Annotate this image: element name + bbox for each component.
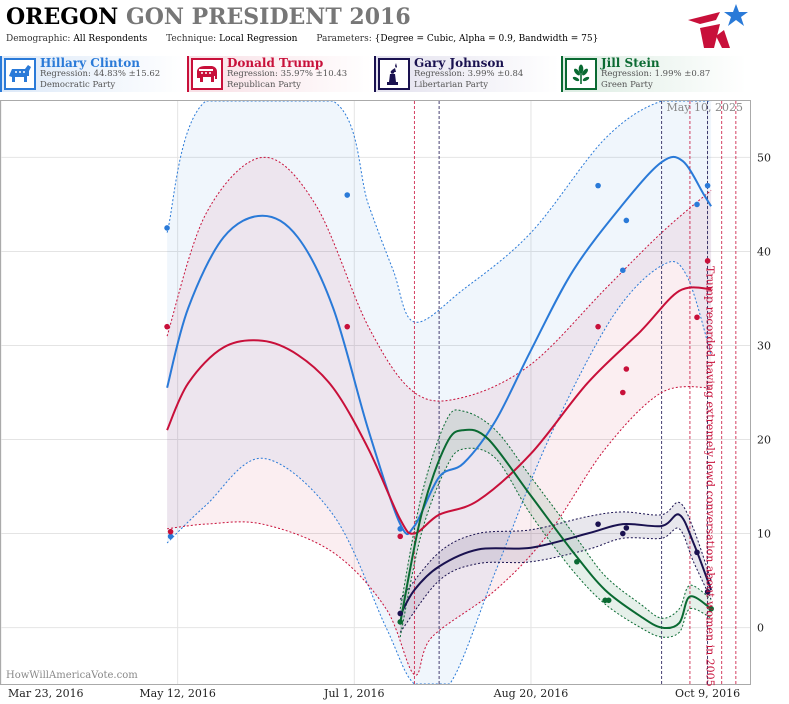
poll-point: [574, 558, 580, 565]
y-tick-label: 20: [757, 434, 771, 447]
watermark: HowWillAmericaVote.com: [6, 670, 138, 681]
poll-point: [397, 619, 404, 625]
page-title: OREGON GON PRESIDENT 2016: [6, 4, 411, 30]
band-bounds: [166, 100, 712, 685]
x-tick-label: Oct 9, 2016: [675, 687, 740, 700]
candidate-party: Republican Party: [227, 80, 301, 90]
candidate-party: Libertarian Party: [414, 80, 489, 90]
poll-point: [595, 182, 601, 189]
poll-point: [623, 217, 630, 224]
poll-point: [704, 589, 711, 595]
poll-point: [694, 201, 700, 208]
regression-curve: [166, 286, 712, 535]
poll-point: [397, 526, 404, 532]
poll-points: [164, 182, 714, 625]
poll-point: [694, 549, 700, 556]
poll-point: [623, 366, 630, 372]
candidate-party: Democratic Party: [40, 80, 116, 90]
poll-point: [694, 314, 700, 321]
poll-point: [605, 597, 612, 604]
regression-curves: [166, 155, 713, 630]
state-name: OREGON: [6, 4, 119, 30]
poll-point: [164, 323, 170, 330]
parameters-bar: Demographic: All Respondents Technique: …: [6, 34, 614, 44]
y-tick-label: 30: [757, 339, 771, 352]
candidate-regression: Regression: 3.99% ±0.84: [414, 69, 524, 79]
poll-point: [344, 323, 351, 330]
y-tick-label: 0: [757, 622, 764, 635]
candidate-name: Donald Trump: [227, 56, 324, 70]
technique-value: Local Regression: [219, 34, 298, 44]
poll-point: [397, 533, 404, 540]
race-name: GON PRESIDENT 2016: [125, 4, 411, 30]
poll-point: [164, 225, 170, 231]
demographic-label: Demographic:: [6, 34, 71, 44]
legend-hillary-clinton[interactable]: Hillary Clinton Regression: 44.83% ±15.6…: [0, 56, 185, 92]
parameters-value: {Degree = Cubic, Alpha = 0.9, Bandwidth …: [374, 34, 599, 44]
poll-point: [704, 258, 711, 264]
x-tick-label: Mar 23, 2016: [8, 687, 84, 700]
poll-point: [708, 605, 714, 612]
y-tick-label: 50: [757, 151, 771, 164]
band-lower-bound: [399, 527, 712, 633]
poll-point: [704, 182, 711, 189]
brand-star-logo: [688, 4, 748, 48]
poll-point: [620, 267, 626, 274]
candidate-name: Jill Stein: [601, 56, 660, 70]
technique-label: Technique:: [166, 34, 217, 44]
poll-point: [397, 610, 404, 617]
poll-point: [595, 521, 601, 527]
candidate-regression: Regression: 1.99% ±0.87: [601, 69, 711, 79]
y-tick-label: 40: [757, 245, 771, 258]
band-upper-bound: [399, 501, 712, 600]
regression-curve: [399, 513, 713, 616]
x-axis-ticks: Mar 23, 2016 May 12, 2016 Jul 1, 2016 Aug 2…: [8, 687, 740, 700]
confidence-band: [400, 502, 712, 633]
flower-icon: [565, 58, 597, 90]
donkey-icon: [4, 58, 36, 90]
y-axis-ticks: 0 10 20 30 40 50: [757, 151, 771, 634]
poll-point: [595, 323, 601, 330]
candidate-name: Hillary Clinton: [40, 56, 140, 70]
elephant-icon: [191, 58, 223, 90]
candidate-name: Gary Johnson: [414, 56, 505, 70]
poll-point: [623, 525, 630, 531]
liberty-statue-icon: [378, 58, 410, 90]
x-tick-label: May 12, 2016: [139, 687, 216, 700]
band-upper-bound: [399, 409, 712, 619]
regression-curve: [166, 155, 712, 536]
plot-frame: [0, 100, 751, 685]
legend-donald-trump[interactable]: Donald Trump Regression: 35.97% ±10.43 R…: [187, 56, 372, 92]
event-annotation: Trump recorded having extremely lewd con…: [704, 266, 717, 687]
parameters-label: Parameters:: [316, 34, 372, 44]
y-tick-label: 10: [757, 528, 771, 541]
legend-gary-johnson[interactable]: Gary Johnson Regression: 3.99% ±0.84 Lib…: [374, 56, 559, 92]
poll-point: [620, 530, 626, 537]
poll-point: [620, 389, 626, 396]
x-tick-label: Jul 1, 2016: [323, 687, 385, 700]
candidate-regression: Regression: 35.97% ±10.43: [227, 69, 348, 79]
date-label: May 10, 2025: [666, 101, 743, 114]
legend-jill-stein[interactable]: Jill Stein Regression: 1.99% ±0.87 Green…: [561, 56, 746, 92]
poll-point: [344, 192, 351, 198]
poll-point: [167, 528, 174, 535]
band-lower-bound: [166, 261, 712, 685]
confidence-band: [400, 409, 712, 638]
candidate-regression: Regression: 44.83% ±15.62: [40, 69, 161, 79]
x-tick-label: Aug 20, 2016: [493, 687, 569, 700]
regression-curve: [399, 428, 712, 630]
demographic-value: All Respondents: [73, 34, 148, 44]
band-lower-bound: [399, 447, 712, 638]
candidate-party: Green Party: [601, 80, 653, 90]
poll-point: [167, 533, 174, 540]
